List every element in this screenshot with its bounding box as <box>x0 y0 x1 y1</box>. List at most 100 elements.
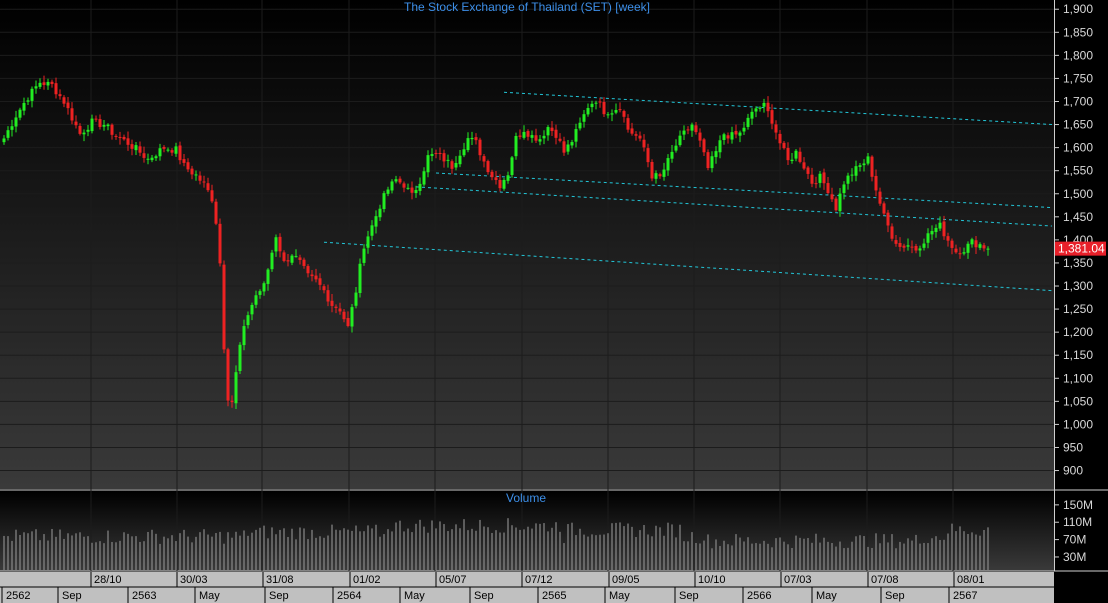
x-tick-label: 2565 <box>542 590 566 602</box>
candle-body <box>602 102 606 115</box>
candle-body <box>534 135 538 141</box>
candle-body <box>582 114 586 122</box>
candle-body <box>394 179 398 182</box>
volume-title: Volume <box>506 491 546 505</box>
candle-body <box>506 175 510 181</box>
candle-body <box>918 248 922 251</box>
candle-body <box>238 344 242 371</box>
candle-body <box>714 151 718 158</box>
candle-body <box>886 212 890 226</box>
candle-body <box>250 304 254 315</box>
candle-body <box>926 233 930 243</box>
y-tick-label: 1,700 <box>1063 94 1093 108</box>
candle-body <box>710 156 714 169</box>
candle-body <box>538 139 542 142</box>
x-tick-label: May <box>609 590 630 602</box>
candle-body <box>190 168 194 175</box>
candle-body <box>286 260 290 262</box>
candle-body <box>482 156 486 162</box>
candle-body <box>158 148 162 157</box>
candle-body <box>654 173 658 179</box>
candle-body <box>478 139 482 156</box>
candle-body <box>758 107 762 109</box>
candle-body <box>2 138 6 143</box>
candle-body <box>94 118 98 120</box>
candle-body <box>522 131 526 138</box>
candle-body <box>518 135 522 137</box>
x-tick-label: 30/03 <box>180 574 208 586</box>
candle-body <box>778 133 782 144</box>
candle-body <box>846 175 850 184</box>
volume-tick-label: 110M <box>1063 515 1092 529</box>
candle-body <box>486 161 490 173</box>
candle-body <box>330 300 334 306</box>
x-tick-label: 2564 <box>337 590 361 602</box>
candle-body <box>270 252 274 270</box>
x-tick-label: 2566 <box>747 590 771 602</box>
candle-body <box>706 152 710 169</box>
candle-body <box>790 159 794 162</box>
x-tick-label: 07/12 <box>525 574 553 586</box>
candle-body <box>434 153 438 155</box>
candle-body <box>606 114 610 116</box>
candle-body <box>870 156 874 177</box>
candle-body <box>74 121 78 126</box>
candle-body <box>822 172 826 184</box>
candle-body <box>962 252 966 254</box>
candle-body <box>342 311 346 320</box>
candle-body <box>98 119 102 127</box>
candle-body <box>182 159 186 163</box>
candle-body <box>498 179 502 189</box>
candle-body <box>186 162 190 170</box>
y-tick-label: 1,050 <box>1063 394 1093 408</box>
candle-body <box>806 167 810 174</box>
candle-body <box>510 157 514 175</box>
x-tick-label: May <box>199 590 220 602</box>
trend-lines <box>323 91 1053 292</box>
candle-body <box>970 239 974 245</box>
candle-body <box>930 231 934 235</box>
candle-body <box>802 162 806 169</box>
candle-body <box>966 243 970 253</box>
candle-body <box>850 174 854 176</box>
y-tick-label: 1,650 <box>1063 118 1093 132</box>
candle-body <box>722 134 726 140</box>
chart-title: The Stock Exchange of Thailand (SET) [we… <box>404 0 650 14</box>
candle-body <box>274 237 278 252</box>
candle-body <box>426 155 430 173</box>
y-tick-label: 1,800 <box>1063 48 1093 62</box>
candle-body <box>306 266 310 274</box>
candle-body <box>742 127 746 132</box>
candle-body <box>10 126 14 130</box>
candle-body <box>646 148 650 163</box>
candle-body <box>526 131 530 137</box>
last-value-label: 1,381.04 <box>1058 242 1105 256</box>
price-axis: 900 950 1,000 1,050 1,100 1,150 1,200 1,250 1,30… <box>1054 2 1093 478</box>
grid <box>0 0 1054 571</box>
candle-body <box>854 166 858 176</box>
candle-body <box>762 102 766 107</box>
candle-body <box>598 101 602 103</box>
candle-body <box>882 203 886 214</box>
x-tick-label: Sep <box>885 590 905 602</box>
candle-body <box>770 110 774 124</box>
candle-body <box>258 291 262 295</box>
x-tick-label: May <box>404 590 425 602</box>
candle-body <box>70 108 74 121</box>
y-tick-label: 1,750 <box>1063 71 1093 85</box>
candle-body <box>494 177 498 181</box>
x-tick-label: 2562 <box>6 590 30 602</box>
candle-body <box>338 308 342 312</box>
candle-body <box>838 193 842 212</box>
candle-body <box>466 138 470 151</box>
x-tick-label: Sep <box>679 590 699 602</box>
candle-body <box>682 130 686 135</box>
candle-body <box>782 142 786 149</box>
candle-body <box>42 82 46 85</box>
candle-body <box>474 137 478 141</box>
candle-body <box>738 132 742 136</box>
candle-body <box>378 208 382 218</box>
candle-body <box>686 129 690 131</box>
candle-body <box>726 135 730 139</box>
